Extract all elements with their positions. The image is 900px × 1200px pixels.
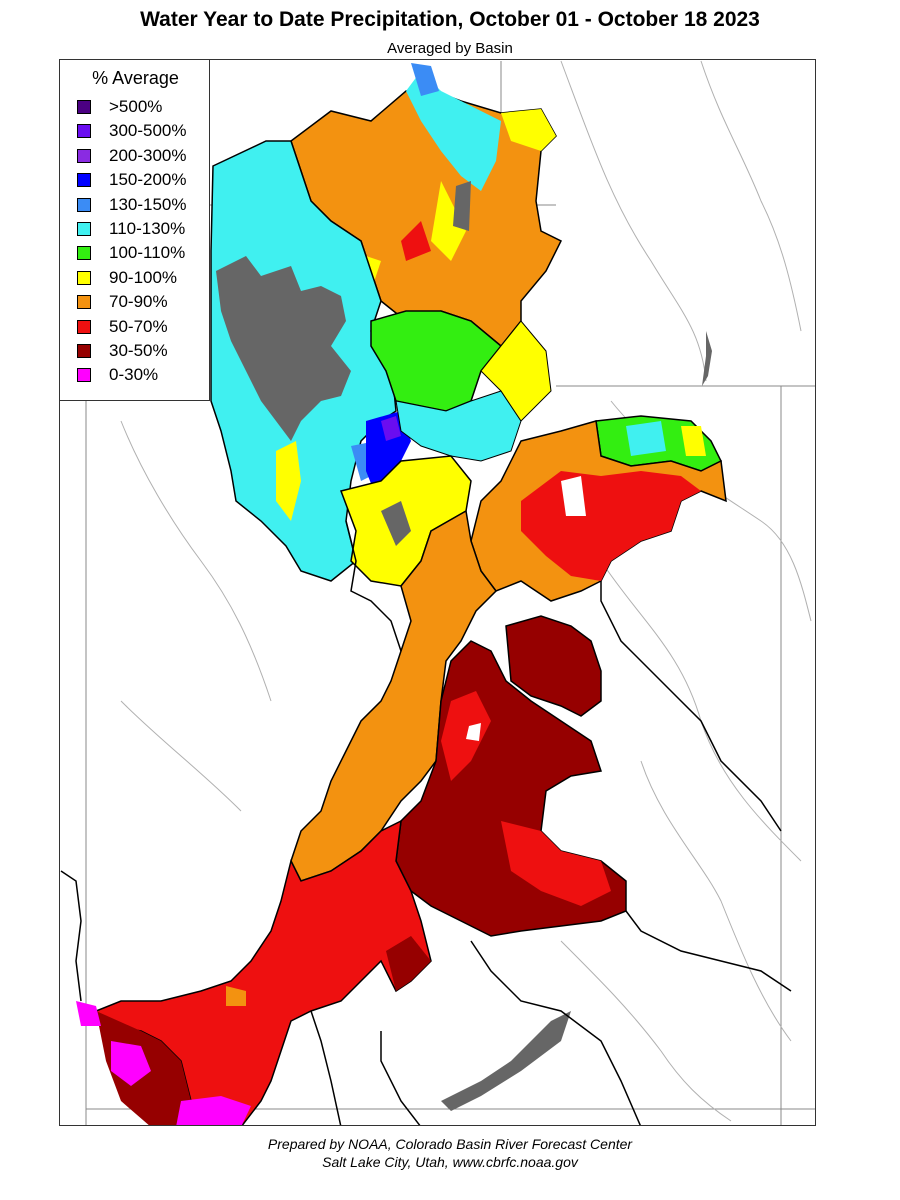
legend-label: 50-70%: [109, 316, 168, 336]
footer: Prepared by NOAA, Colorado Basin River F…: [0, 1135, 900, 1171]
legend-label: 130-150%: [109, 194, 187, 214]
basin-map-svg: [60, 60, 815, 1125]
legend-label: 90-100%: [109, 267, 178, 287]
map-title: Water Year to Date Precipitation, Octobe…: [140, 8, 760, 31]
basin-southern: [94, 819, 432, 1125]
legend-swatch: [77, 319, 91, 334]
legend-label: 70-90%: [109, 292, 168, 312]
legend-label: >500%: [109, 97, 163, 116]
legend-swatch: [77, 173, 91, 188]
legend-swatch: [77, 124, 91, 139]
basin-price: [505, 615, 602, 717]
legend-swatch: [77, 295, 91, 310]
legend-swatch: [77, 344, 91, 358]
legend-swatch: [77, 270, 91, 285]
legend: % Average >500% 300-500% 200-300% 150-200% 1…: [59, 59, 210, 401]
legend-swatch: [77, 368, 91, 383]
legend-item: 100-110%: [77, 243, 185, 263]
legend-item: 300-500%: [77, 121, 187, 141]
precipitation-map: [59, 59, 816, 1126]
legend-item: 110-130%: [77, 219, 185, 239]
legend-label: 100-110%: [109, 243, 186, 263]
external-basin-lines: [60, 520, 792, 1125]
legend-swatch: [77, 246, 91, 261]
legend-label: 0-30%: [109, 365, 159, 385]
legend-item: 150-200%: [77, 170, 187, 190]
legend-label: 30-50%: [109, 341, 168, 360]
legend-item: >500%: [77, 97, 162, 117]
legend-label: 110-130%: [109, 219, 186, 238]
legend-label: 150-200%: [109, 170, 187, 190]
legend-swatch: [77, 222, 91, 236]
legend-swatch: [77, 100, 91, 114]
lake-gray: [216, 256, 351, 441]
legend-item: 0-30%: [77, 365, 158, 385]
legend-item: 50-70%: [77, 317, 168, 337]
legend-label: 300-500%: [109, 121, 187, 141]
legend-swatch: [77, 148, 91, 163]
legend-item: 200-300%: [77, 146, 187, 166]
legend-label: 200-300%: [109, 145, 187, 165]
footer-credit: Prepared by NOAA, Colorado Basin River F…: [267, 1136, 633, 1152]
legend-item: 90-100%: [77, 268, 177, 288]
legend-item: 30-50%: [77, 341, 168, 361]
legend-item: 70-90%: [77, 292, 168, 312]
legend-swatch: [77, 197, 91, 212]
legend-title: % Average: [92, 68, 179, 88]
legend-item: 130-150%: [77, 195, 187, 215]
map-subtitle: Averaged by Basin: [387, 40, 513, 57]
footer-location: Salt Lake City, Utah, www.cbrfc.noaa.gov: [322, 1154, 578, 1170]
